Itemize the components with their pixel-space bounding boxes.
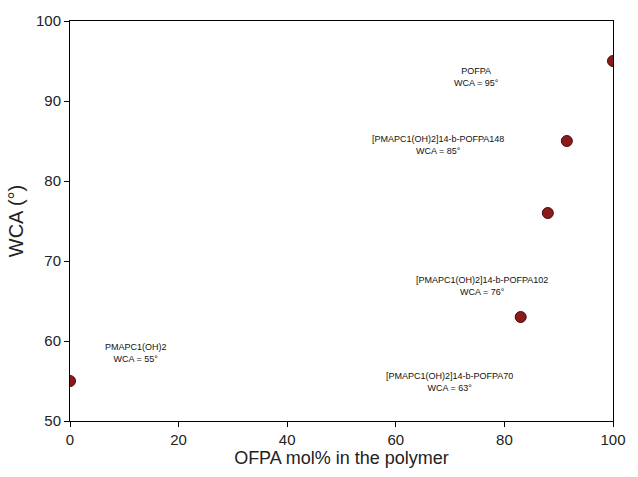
svg-text:60: 60 <box>387 431 404 448</box>
svg-text:40: 40 <box>279 431 296 448</box>
svg-text:100: 100 <box>600 431 625 448</box>
svg-text:WCA (°): WCA (°) <box>5 185 27 257</box>
svg-text:70: 70 <box>44 252 61 269</box>
svg-text:[PMAPC1(OH)2]14-b-POFPA102WCA: [PMAPC1(OH)2]14-b-POFPA102WCA = 76° <box>416 275 548 297</box>
svg-text:80: 80 <box>496 431 513 448</box>
svg-text:90: 90 <box>44 92 61 109</box>
svg-text:80: 80 <box>44 172 61 189</box>
svg-text:0: 0 <box>66 431 74 448</box>
svg-text:60: 60 <box>44 332 61 349</box>
svg-text:PMAPC1(OH)2WCA = 55°: PMAPC1(OH)2WCA = 55° <box>105 342 167 364</box>
svg-text:OFPA mol% in the polymer: OFPA mol% in the polymer <box>234 448 449 468</box>
svg-text:100: 100 <box>36 12 61 29</box>
svg-text:POFPAWCA = 95°: POFPAWCA = 95° <box>454 66 499 88</box>
svg-text:50: 50 <box>44 412 61 429</box>
svg-text:20: 20 <box>170 431 187 448</box>
svg-text:[PMAPC1(OH)2]14-b-POFPA70WCA =: [PMAPC1(OH)2]14-b-POFPA70WCA = 63° <box>386 371 513 393</box>
svg-text:[PMAPC1(OH)2]14-b-POFPA148WCA: [PMAPC1(OH)2]14-b-POFPA148WCA = 85° <box>372 134 504 156</box>
